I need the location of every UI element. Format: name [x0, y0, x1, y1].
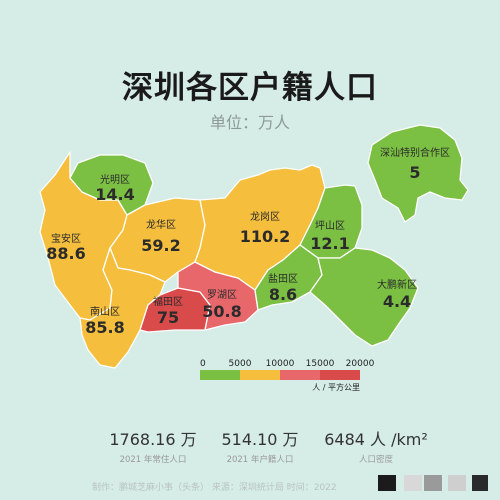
- district-name-dapeng: 大鹏新区: [377, 278, 417, 291]
- district-name-shenshan: 深汕特别合作区: [380, 146, 450, 159]
- district-value-yantian: 8.6: [269, 285, 297, 304]
- district-name-luohu: 罗湖区: [207, 289, 237, 301]
- region-guangming[interactable]: [69, 154, 154, 216]
- density-legend: 0 5000 10000 15000 20000 人 / 平方公里: [200, 359, 375, 392]
- legend-swatch: [200, 370, 240, 380]
- district-name-futian: 福田区: [153, 295, 183, 308]
- district-value-nanshan: 85.8: [85, 318, 124, 337]
- stat-value: 6484 人 /km²: [324, 430, 428, 449]
- stat-value: 514.10 万: [221, 430, 299, 449]
- district-name-baoan: 宝安区: [51, 232, 81, 245]
- credit-footer: 制作：鹏城芝麻小事（头条） 来源：深圳统计局 时间：2022: [92, 483, 337, 493]
- stat-registered-population: 514.10 万 2021 年户籍人口: [185, 426, 335, 465]
- stat-population-density: 6484 人 /km² 人口密度: [301, 426, 451, 465]
- district-name-longhua: 龙华区: [146, 218, 176, 231]
- region-dapeng[interactable]: [309, 247, 419, 347]
- district-value-shenshan: 5: [409, 163, 420, 182]
- district-value-longhua: 59.2: [141, 236, 180, 255]
- stat-label: 人口密度: [358, 455, 393, 465]
- unit-subtitle: 单位：万人: [209, 113, 290, 132]
- district-value-futian: 75: [157, 308, 179, 327]
- region-shenshan[interactable]: [367, 124, 469, 223]
- watermark-block: [404, 475, 422, 491]
- district-value-guangming: 14.4: [95, 185, 134, 204]
- district-value-longgang: 110.2: [240, 227, 291, 246]
- district-name-pingshan: 坪山区: [315, 219, 345, 232]
- region-nanshan[interactable]: [79, 247, 166, 369]
- legend-unit-label: 人 / 平方公里: [312, 382, 360, 392]
- watermark-block: [378, 475, 396, 491]
- stat-label: 2021 年户籍人口: [226, 455, 294, 465]
- watermark-block: [472, 475, 488, 491]
- legend-swatch: [280, 370, 320, 380]
- stat-value: 1768.16 万: [109, 430, 197, 449]
- district-value-baoan: 88.6: [46, 244, 85, 263]
- district-name-guangming: 光明区: [100, 173, 130, 186]
- district-value-pingshan: 12.1: [310, 234, 349, 253]
- page-title: 深圳各区户籍人口: [122, 70, 378, 106]
- district-value-dapeng: 4.4: [383, 292, 411, 311]
- watermark-block: [424, 475, 442, 491]
- legend-tick-label: 10000: [266, 359, 295, 369]
- legend-tick-label: 0: [200, 359, 206, 369]
- legend-tick-label: 15000: [306, 359, 335, 369]
- legend-swatch: [240, 370, 280, 380]
- legend-swatch: [320, 370, 360, 380]
- district-name-nanshan: 南山区: [90, 305, 120, 318]
- stat-label: 2021 年常住人口: [119, 455, 187, 465]
- legend-tick-label: 20000: [346, 359, 375, 369]
- stat-resident-population: 1768.16 万 2021 年常住人口: [78, 426, 228, 465]
- district-name-longgang: 龙岗区: [250, 210, 280, 223]
- legend-tick-label: 5000: [229, 359, 252, 369]
- district-name-yantian: 盐田区: [268, 272, 298, 285]
- district-value-luohu: 50.8: [202, 302, 241, 321]
- watermark-block: [448, 475, 466, 491]
